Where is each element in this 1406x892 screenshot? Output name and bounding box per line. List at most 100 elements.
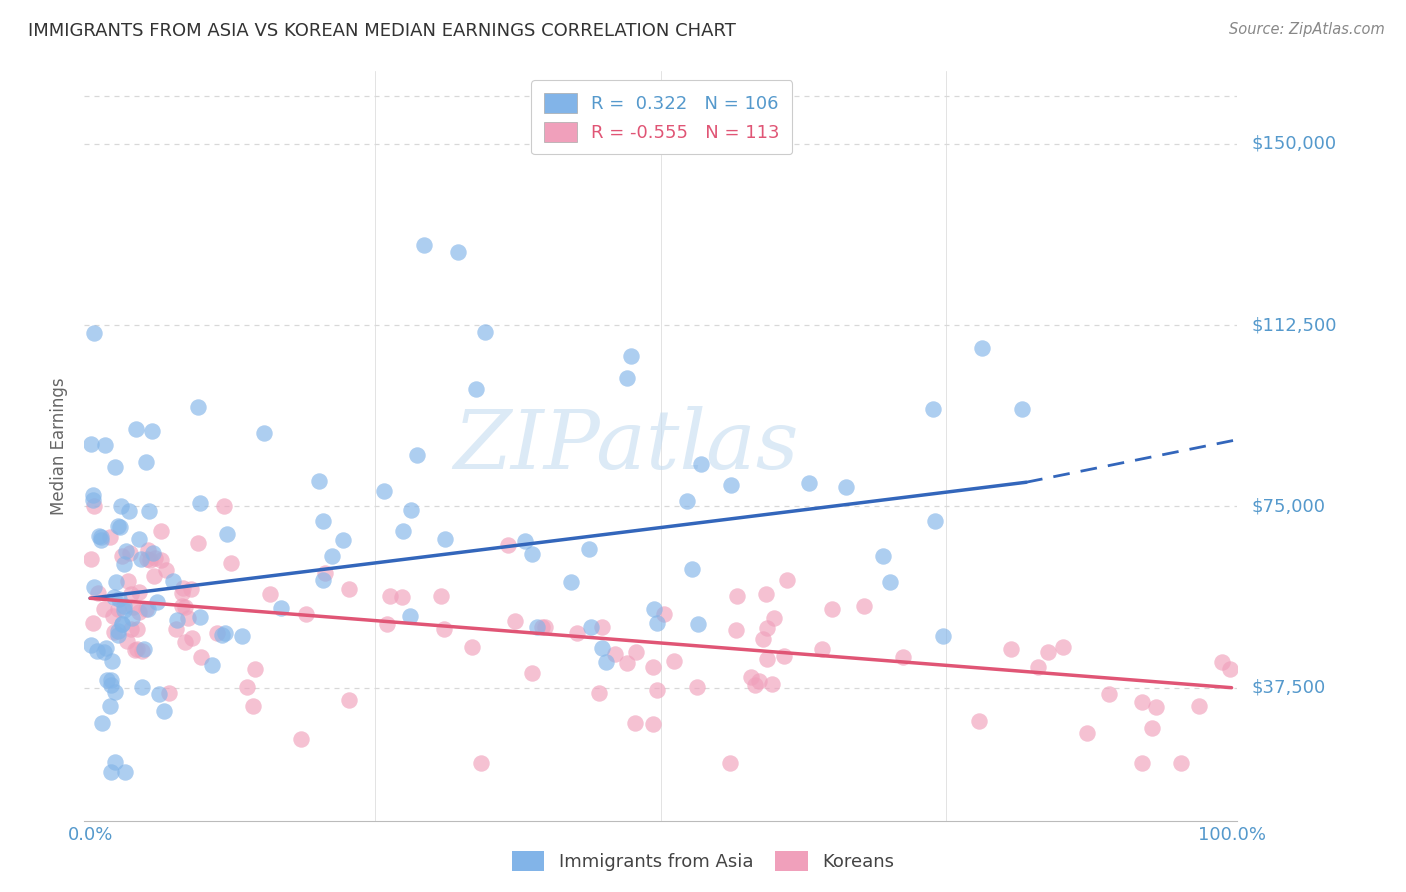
- Point: [188, 496, 211, 510]
- Point: [645, 615, 668, 630]
- Point: [139, 553, 162, 567]
- Point: [135, 455, 157, 469]
- Point: [578, 541, 600, 556]
- Point: [143, 551, 166, 566]
- Point: [588, 686, 610, 700]
- Point: [112, 599, 135, 613]
- Point: [93, 645, 115, 659]
- Point: [725, 589, 748, 603]
- Point: [686, 617, 709, 632]
- Point: [188, 609, 211, 624]
- Point: [143, 569, 166, 583]
- Point: [605, 648, 627, 662]
- Point: [921, 402, 943, 417]
- Point: [111, 617, 134, 632]
- Point: [470, 756, 492, 770]
- Point: [138, 504, 160, 518]
- Point: [474, 325, 496, 339]
- Point: [82, 493, 104, 508]
- Point: [172, 599, 194, 613]
- Point: [314, 566, 336, 580]
- Point: [662, 654, 685, 668]
- Point: [124, 643, 146, 657]
- Point: [522, 665, 544, 680]
- Point: [86, 644, 108, 658]
- Point: [82, 488, 104, 502]
- Point: [148, 687, 170, 701]
- Point: [231, 629, 253, 643]
- Point: [108, 520, 131, 534]
- Point: [652, 607, 675, 621]
- Point: [162, 574, 184, 588]
- Point: [94, 438, 117, 452]
- Point: [290, 731, 312, 746]
- Point: [120, 622, 142, 636]
- Point: [392, 524, 415, 538]
- Point: [565, 626, 588, 640]
- Point: [740, 670, 762, 684]
- Point: [122, 600, 145, 615]
- Point: [82, 616, 104, 631]
- Text: $150,000: $150,000: [1251, 135, 1336, 153]
- Point: [852, 599, 875, 613]
- Text: $112,500: $112,500: [1251, 316, 1337, 334]
- Point: [128, 605, 150, 619]
- Point: [1000, 641, 1022, 656]
- Point: [620, 349, 643, 363]
- Point: [80, 638, 103, 652]
- Point: [153, 704, 176, 718]
- Point: [821, 602, 844, 616]
- Point: [924, 515, 946, 529]
- Point: [107, 519, 129, 533]
- Point: [1026, 660, 1049, 674]
- Point: [215, 526, 238, 541]
- Point: [755, 587, 778, 601]
- Point: [128, 532, 150, 546]
- Point: [591, 620, 613, 634]
- Point: [725, 623, 748, 637]
- Point: [1219, 662, 1241, 676]
- Point: [337, 582, 360, 597]
- Point: [332, 533, 354, 548]
- Point: [107, 602, 129, 616]
- Point: [172, 581, 194, 595]
- Point: [150, 553, 173, 567]
- Point: [811, 641, 834, 656]
- Point: [643, 602, 665, 616]
- Point: [134, 641, 156, 656]
- Point: [1130, 695, 1153, 709]
- Point: [686, 681, 709, 695]
- Point: [1011, 401, 1033, 416]
- Point: [115, 544, 138, 558]
- Point: [763, 611, 786, 625]
- Point: [675, 493, 697, 508]
- Point: [90, 530, 112, 544]
- Point: [135, 552, 157, 566]
- Text: $75,000: $75,000: [1251, 498, 1326, 516]
- Point: [253, 426, 276, 441]
- Point: [399, 609, 422, 624]
- Point: [645, 683, 668, 698]
- Point: [748, 673, 770, 688]
- Point: [125, 642, 148, 657]
- Point: [872, 549, 894, 563]
- Point: [1076, 726, 1098, 740]
- Point: [321, 549, 343, 564]
- Point: [93, 601, 115, 615]
- Point: [83, 326, 105, 341]
- Point: [112, 557, 135, 571]
- Point: [80, 552, 103, 566]
- Point: [1140, 721, 1163, 735]
- Point: [465, 382, 488, 396]
- Point: [96, 673, 118, 687]
- Point: [214, 625, 236, 640]
- Point: [83, 500, 105, 514]
- Point: [530, 620, 553, 634]
- Point: [337, 693, 360, 707]
- Point: [100, 765, 122, 780]
- Point: [173, 600, 195, 615]
- Point: [236, 680, 259, 694]
- Point: [616, 657, 638, 671]
- Point: [591, 641, 613, 656]
- Point: [413, 238, 436, 252]
